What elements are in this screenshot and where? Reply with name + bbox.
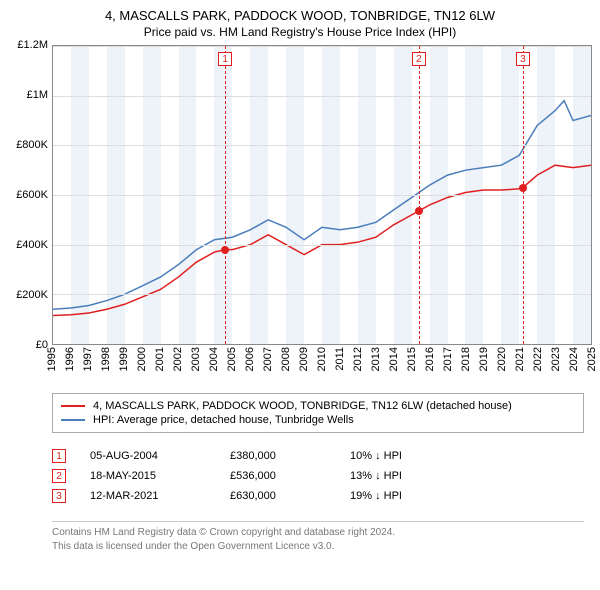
sales-delta: 10% ↓ HPI [350,450,584,462]
sale-dot [519,184,527,192]
x-tick-label: 2013 [370,347,382,371]
x-tick-label: 2004 [208,347,220,371]
x-tick-label: 2017 [442,347,454,371]
sales-row: 1 05-AUG-2004£380,00010% ↓ HPI [52,449,584,463]
x-tick-label: 2018 [460,347,472,371]
x-tick-label: 2011 [334,347,346,371]
x-tick-label: 2024 [568,347,580,371]
x-tick-label: 2022 [532,347,544,371]
sale-dot [415,207,423,215]
legend-swatch [61,405,85,407]
x-tick-label: 2016 [424,347,436,371]
x-tick-label: 2002 [172,347,184,371]
x-tick-label: 2014 [388,347,400,371]
sales-delta: 13% ↓ HPI [350,470,584,482]
legend-label: 4, MASCALLS PARK, PADDOCK WOOD, TONBRIDG… [93,400,512,412]
chart: £0£200K£400K£600K£800K£1M£1.2M 123 [8,45,592,345]
x-tick-label: 2010 [316,347,328,371]
sales-price: £536,000 [230,470,350,482]
x-tick-label: 2021 [514,347,526,371]
x-tick-label: 1995 [46,347,58,371]
x-axis: 1995199619971998199920002001200220032004… [52,345,592,385]
sales-date: 05-AUG-2004 [90,450,230,462]
sales-delta: 19% ↓ HPI [350,490,584,502]
page-title: 4, MASCALLS PARK, PADDOCK WOOD, TONBRIDG… [8,8,592,23]
x-tick-label: 2000 [136,347,148,371]
sales-table: 1 05-AUG-2004£380,00010% ↓ HPI 2 18-MAY-201… [52,443,584,509]
x-tick-label: 1997 [82,347,94,371]
footer: Contains HM Land Registry data © Crown c… [52,521,584,554]
footer-line-2: This data is licensed under the Open Gov… [52,540,584,554]
x-tick-label: 2007 [262,347,274,371]
x-tick-label: 2023 [550,347,562,371]
plot-area: 1 2 3 [52,45,592,345]
page-subtitle: Price paid vs. HM Land Registry's House … [8,25,592,39]
sales-row: 2 18-MAY-2015£536,00013% ↓ HPI [52,469,584,483]
x-tick-label: 2015 [406,347,418,371]
x-tick-label: 2012 [352,347,364,371]
x-tick-label: 2005 [226,347,238,371]
sales-row: 3 12-MAR-2021£630,00019% ↓ HPI [52,489,584,503]
x-tick-label: 2019 [478,347,490,371]
x-tick-label: 1998 [100,347,112,371]
y-tick-label: £200K [16,289,48,301]
y-tick-label: £1.2M [17,39,48,51]
x-tick-label: 1996 [64,347,76,371]
sales-date: 18-MAY-2015 [90,470,230,482]
y-tick-label: £600K [16,189,48,201]
sales-price: £380,000 [230,450,350,462]
sale-marker-badge: 2 [412,52,426,66]
footer-line-1: Contains HM Land Registry data © Crown c… [52,526,584,540]
sales-date: 12-MAR-2021 [90,490,230,502]
x-tick-label: 2003 [190,347,202,371]
y-axis: £0£200K£400K£600K£800K£1M£1.2M [8,45,52,345]
series-hpi [53,101,591,310]
sale-marker-badge: 1 [218,52,232,66]
sale-dot [221,246,229,254]
legend-row: HPI: Average price, detached house, Tunb… [61,414,575,426]
x-tick-label: 2020 [496,347,508,371]
x-tick-label: 2009 [298,347,310,371]
legend-row: 4, MASCALLS PARK, PADDOCK WOOD, TONBRIDG… [61,400,575,412]
x-tick-label: 1999 [118,347,130,371]
sales-badge: 2 [52,469,66,483]
x-tick-label: 2008 [280,347,292,371]
sales-badge: 3 [52,489,66,503]
legend: 4, MASCALLS PARK, PADDOCK WOOD, TONBRIDG… [52,393,584,433]
legend-label: HPI: Average price, detached house, Tunb… [93,414,354,426]
series-property [53,165,591,315]
title-block: 4, MASCALLS PARK, PADDOCK WOOD, TONBRIDG… [8,8,592,39]
sales-badge: 1 [52,449,66,463]
x-tick-label: 2001 [154,347,166,371]
x-tick-label: 2006 [244,347,256,371]
sales-price: £630,000 [230,490,350,502]
y-tick-label: £1M [27,89,48,101]
legend-swatch [61,419,85,421]
sale-marker-badge: 3 [516,52,530,66]
y-tick-label: £400K [16,239,48,251]
x-tick-label: 2025 [586,347,598,371]
y-tick-label: £800K [16,139,48,151]
